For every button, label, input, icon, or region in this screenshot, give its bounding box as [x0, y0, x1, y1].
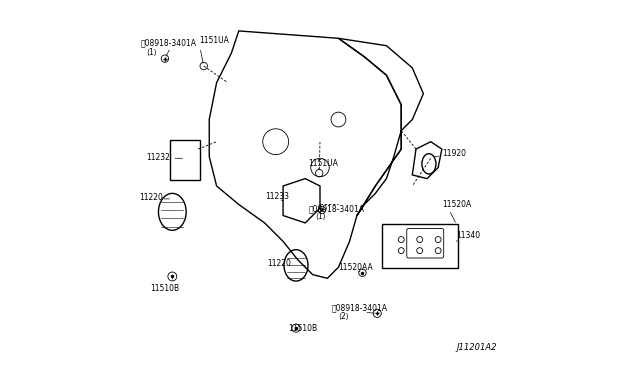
- Text: 11220: 11220: [268, 259, 291, 268]
- Text: J11201A2: J11201A2: [456, 343, 497, 352]
- Text: ⟨2⟩: ⟨2⟩: [339, 312, 349, 321]
- Text: 11232: 11232: [146, 153, 170, 162]
- Text: ⟨1⟩: ⟨1⟩: [147, 48, 157, 57]
- Text: ⟨1⟩: ⟨1⟩: [316, 212, 326, 221]
- Text: ⓝ08918-3401A: ⓝ08918-3401A: [309, 204, 365, 213]
- Text: 1151UA: 1151UA: [308, 159, 338, 168]
- Text: 11340: 11340: [456, 231, 480, 240]
- Text: 11510B: 11510B: [150, 284, 179, 293]
- Text: 11510B: 11510B: [289, 324, 317, 333]
- Text: ⓝ08918-3401A: ⓝ08918-3401A: [332, 304, 388, 313]
- Text: 11220: 11220: [139, 193, 163, 202]
- Text: 11920: 11920: [443, 149, 467, 158]
- Text: 1151UA: 1151UA: [199, 36, 228, 45]
- Text: 11520AA: 11520AA: [338, 263, 372, 272]
- Text: 11233: 11233: [266, 192, 289, 201]
- Text: ⓝ08918-3401A: ⓝ08918-3401A: [141, 39, 197, 48]
- Circle shape: [321, 209, 323, 211]
- Text: 11520A: 11520A: [443, 201, 472, 209]
